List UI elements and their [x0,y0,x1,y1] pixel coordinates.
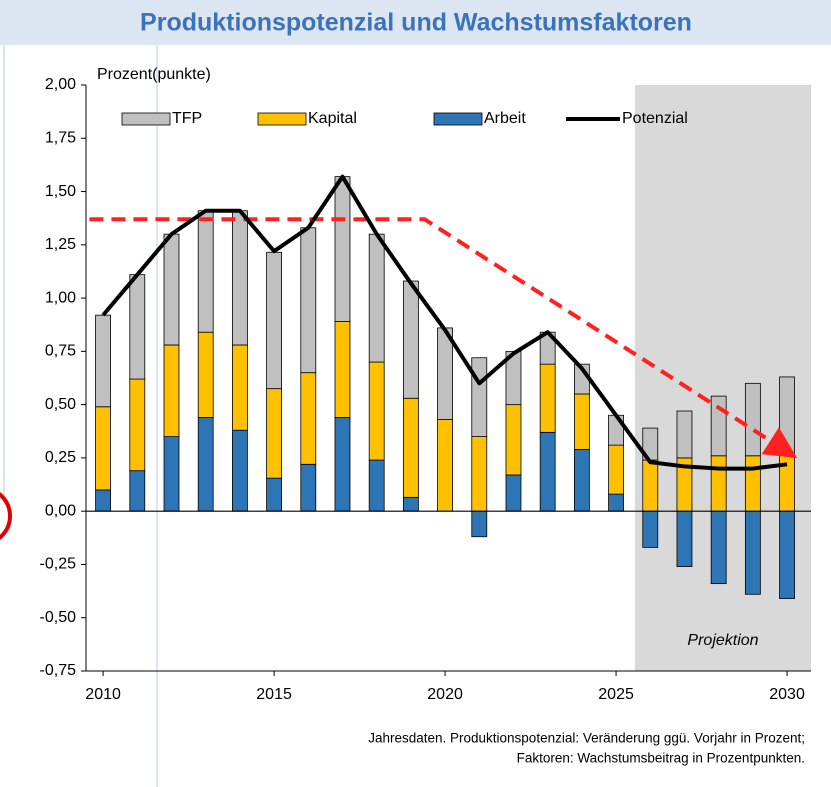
y-tick-label: 0,00 [45,502,76,519]
bar [744,510,761,595]
bar [197,331,214,418]
bar [266,477,282,512]
bar [334,321,351,418]
y-axis-label: Prozent(punkte) [97,66,211,83]
y-tick-label: -0,25 [40,556,77,573]
bar [334,176,351,322]
bar [231,429,248,512]
x-tick-label: 2020 [427,686,463,703]
y-tick-label: 1,25 [45,236,76,253]
legend-label: Kapital [308,110,357,127]
x-tick-label: 2030 [769,686,805,703]
bar [676,410,693,459]
y-tick-label: 1,75 [45,129,76,146]
bar [402,496,419,512]
bar [266,251,282,390]
bar [95,314,111,408]
bar [779,510,795,599]
x-tick-label: 2025 [598,686,634,703]
bar [779,376,795,455]
bar [163,344,180,438]
footnote: Jahresdaten. Produktionspotenzial: Verän… [368,731,805,746]
bar [505,404,522,476]
footnote: Faktoren: Wachstumsbeitrag in Prozentpun… [517,751,805,766]
bar [471,510,488,538]
y-tick-label: 0,50 [45,396,76,413]
bar [95,489,111,512]
bar [573,393,590,450]
x-tick-label: 2010 [85,686,121,703]
y-tick-label: 1,50 [45,183,76,200]
bar [334,417,351,512]
bar [300,372,317,465]
legend-swatch [257,112,307,126]
legend-label: Arbeit [484,110,526,127]
bar [231,210,248,346]
bar [471,436,488,512]
bar [163,436,180,512]
bar [402,397,419,498]
y-tick-label: 1,00 [45,289,76,306]
bar [129,274,146,380]
y-tick-label: -0,50 [40,609,77,626]
bar [300,463,317,512]
trend-line [89,217,798,458]
bar [197,417,214,512]
y-tick-label: 0,75 [45,343,76,360]
bar [368,233,385,363]
bar [231,344,248,431]
legend-label: Potenzial [622,110,688,127]
bar [710,395,727,457]
bar [608,444,624,495]
bar [197,210,214,333]
chart-title: Produktionspotenzial und Wachstumsfaktor… [140,9,692,37]
title-banner [0,0,831,45]
bar [437,419,453,512]
legend-swatch [433,112,483,126]
bar [744,382,761,457]
y-tick-label: 2,00 [45,76,76,93]
bar [642,510,659,548]
marker-circle [0,492,12,540]
bar [744,455,761,512]
x-tick-label: 2015 [256,686,292,703]
legend-label: TFP [172,110,202,127]
line [101,174,788,471]
y-tick-label: -0,75 [40,662,77,679]
bar [779,453,795,512]
bar [710,510,727,585]
bar [676,510,693,567]
bar [402,280,419,399]
bar [368,361,385,461]
legend-swatch [121,112,171,126]
bar [710,455,727,512]
bar [539,363,556,433]
bar [539,431,556,512]
bar [95,406,111,491]
bar [129,470,146,512]
y-tick-label: 0,25 [45,449,76,466]
bar [129,378,146,472]
annotation: Projektion [687,632,758,649]
bar [471,357,488,438]
bar [505,474,522,512]
bar [368,459,385,512]
bar [608,493,624,512]
bar [266,388,282,479]
bar [300,227,317,374]
bar [163,233,180,346]
bar [642,459,659,512]
bar [573,448,590,512]
